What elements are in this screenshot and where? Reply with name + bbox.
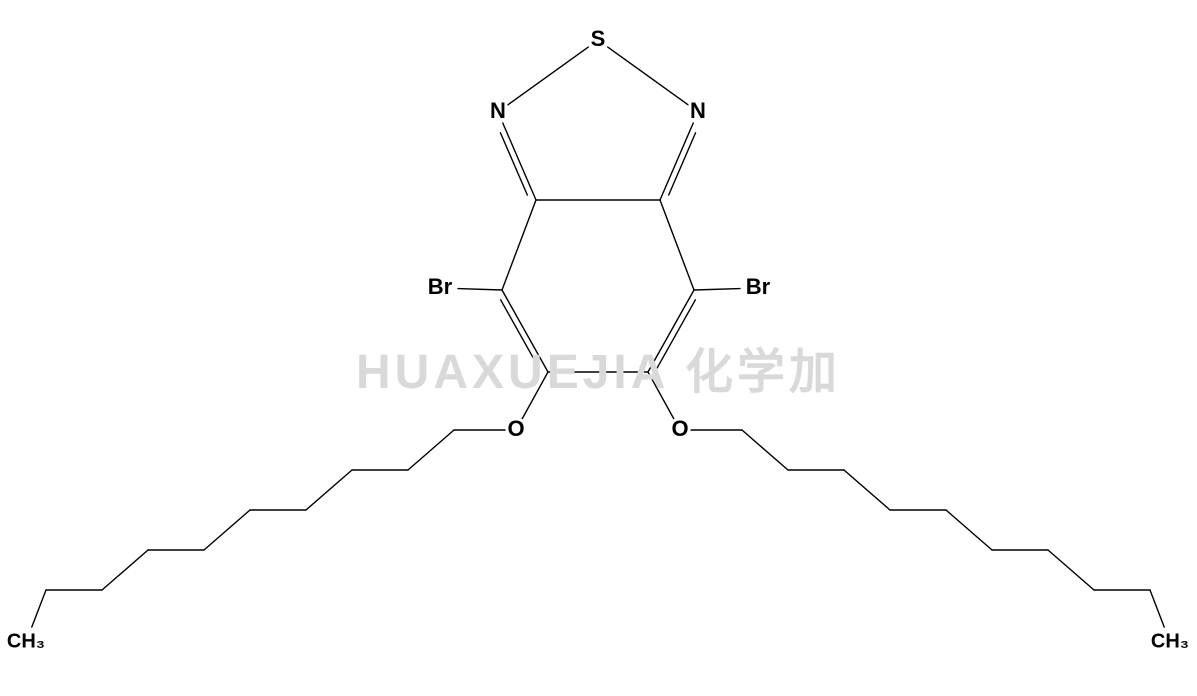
bond	[660, 200, 694, 290]
bond	[306, 470, 352, 510]
atom-label-S: S	[591, 26, 606, 51]
bond	[1150, 590, 1164, 627]
bond	[503, 123, 536, 200]
atom-label-N2: N	[690, 98, 706, 123]
atom-label-R10: CH₃	[1151, 630, 1189, 652]
bond	[500, 133, 527, 195]
bond	[32, 590, 46, 627]
bond	[648, 290, 694, 372]
atom-label-N1: N	[490, 98, 506, 123]
bond	[102, 550, 148, 590]
bond	[648, 372, 675, 421]
bond	[844, 470, 890, 510]
bond	[521, 372, 548, 421]
bond	[946, 510, 992, 550]
bond	[501, 300, 539, 368]
molecule-diagram: S N N Br Br O O CH₃ CH₃	[0, 0, 1197, 696]
atom-label-O2: O	[671, 416, 688, 441]
bond	[408, 430, 454, 470]
bond	[1048, 550, 1094, 590]
bond	[608, 47, 689, 105]
bond	[660, 123, 693, 200]
bond	[508, 47, 589, 105]
atom-label-Br2: Br	[746, 274, 771, 299]
bond	[694, 289, 740, 290]
bond	[502, 290, 548, 372]
bond	[669, 133, 696, 195]
bond	[742, 430, 788, 470]
bond	[458, 289, 502, 290]
bond	[657, 300, 695, 368]
atom-label-L10: CH₃	[7, 630, 45, 652]
atom-label-Br1: Br	[428, 274, 453, 299]
bond	[502, 200, 536, 290]
atom-label-O1: O	[507, 416, 524, 441]
bond	[204, 510, 250, 550]
